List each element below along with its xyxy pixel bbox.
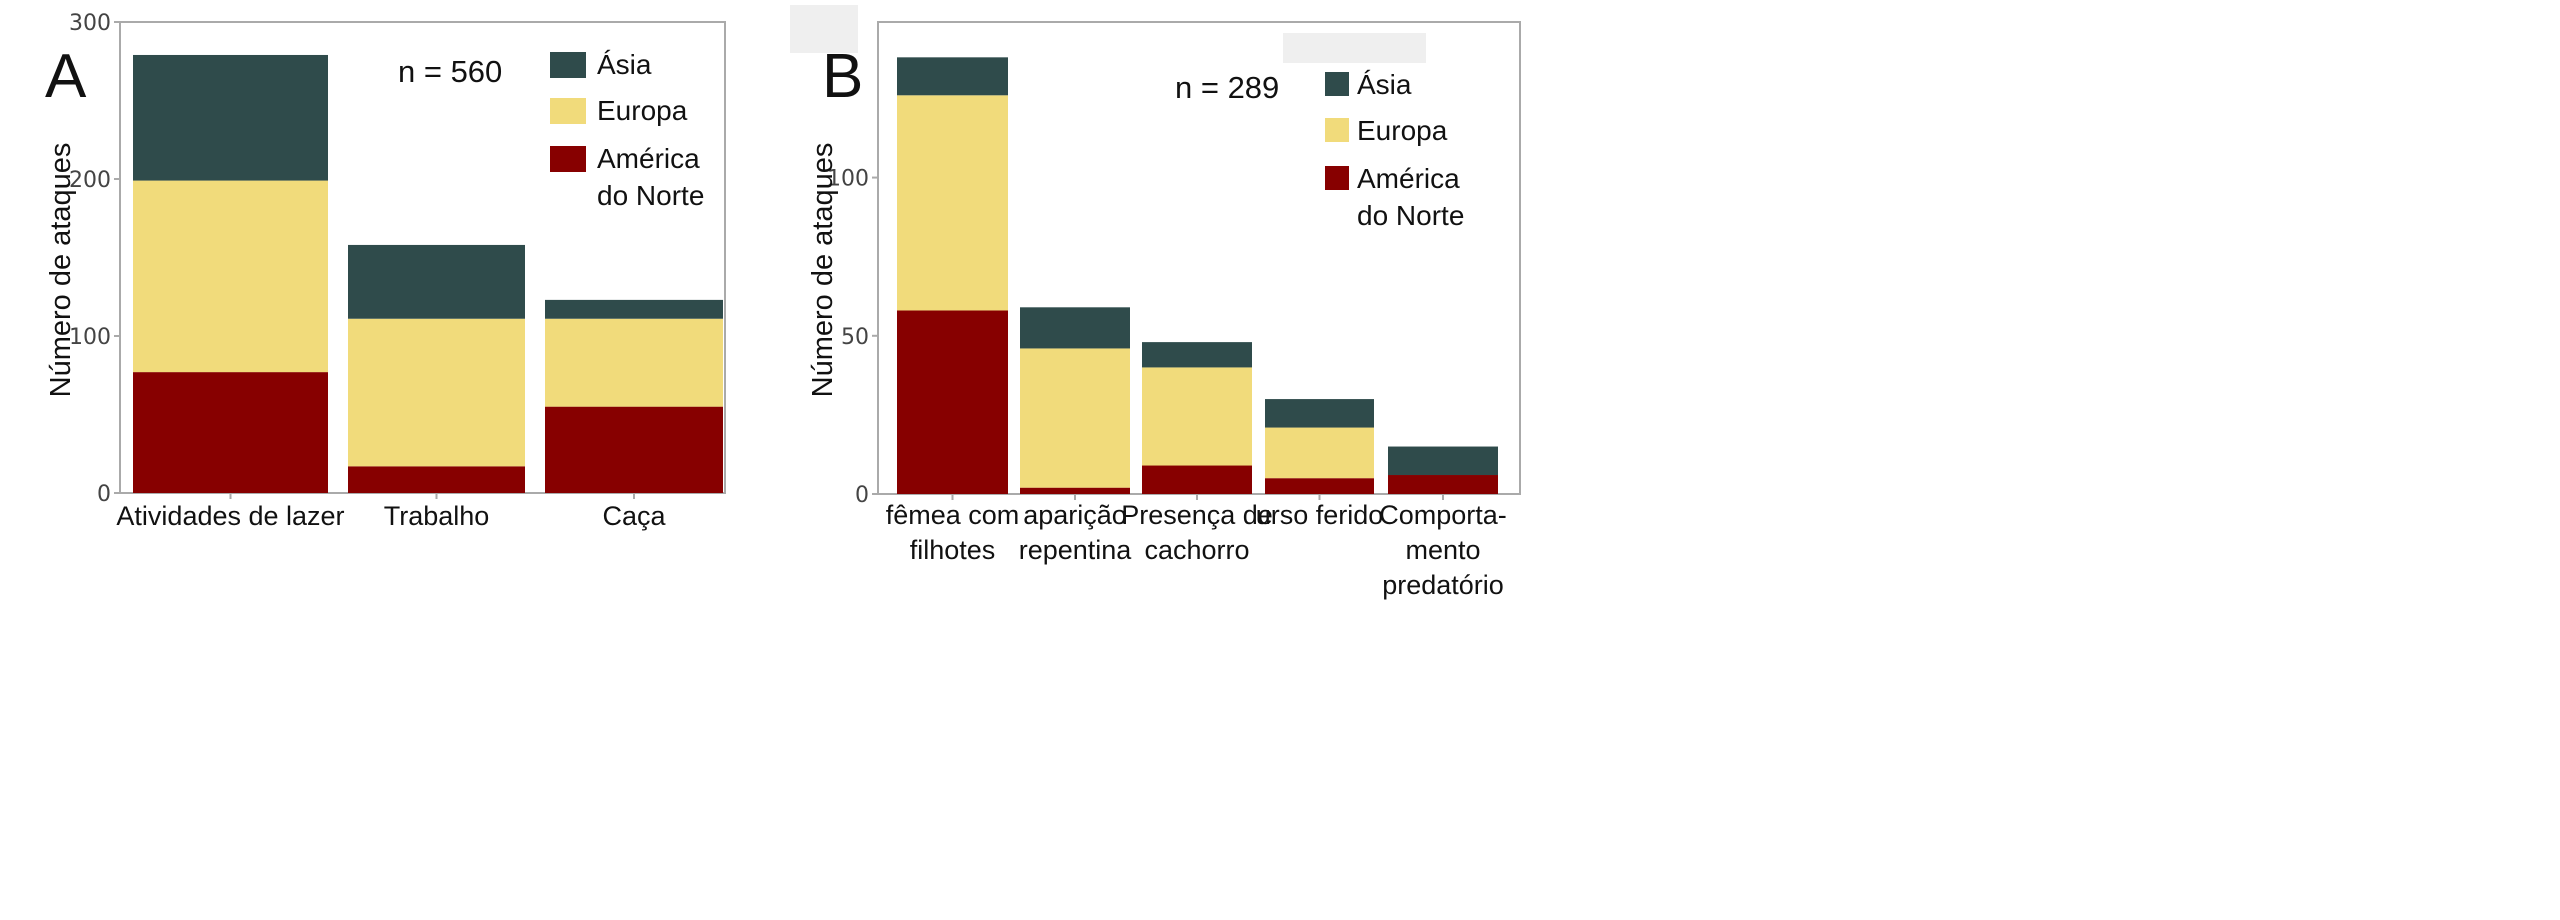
legend-swatch — [550, 146, 586, 172]
category-label: predatório — [1382, 570, 1504, 600]
legend-label: do Norte — [597, 180, 704, 211]
legend-label: do Norte — [1357, 200, 1464, 231]
category-label: Atividades de lazer — [116, 501, 344, 531]
bar-asia — [1388, 446, 1498, 476]
legend-swatch — [550, 52, 586, 78]
bar-america-do-norte — [133, 372, 328, 493]
bar-asia — [1020, 307, 1130, 349]
sample-size-annotation: n = 560 — [398, 54, 502, 89]
category-label: fêmea com — [886, 500, 1020, 530]
legend-label: Ásia — [1357, 69, 1412, 100]
legend-swatch — [1325, 166, 1349, 190]
bar-america-do-norte — [1142, 465, 1252, 494]
bar-europa — [545, 318, 723, 407]
legend-swatch — [1325, 72, 1349, 96]
legend-label: Europa — [597, 95, 688, 126]
bar-europa — [897, 95, 1008, 311]
bar-europa — [348, 318, 525, 467]
legend-swatch — [1325, 118, 1349, 142]
panel-label: B — [822, 42, 863, 111]
category-label: repentina — [1019, 535, 1133, 565]
placeholder-box — [790, 5, 858, 53]
category-label: Presença de — [1121, 500, 1273, 530]
category-label: urso ferido — [1256, 500, 1384, 530]
bar-asia — [133, 54, 328, 181]
y-tick-label: 0 — [855, 483, 869, 508]
category-label: Trabalho — [384, 501, 490, 531]
bar-america-do-norte — [1020, 487, 1130, 494]
y-tick-label: 100 — [69, 325, 111, 350]
y-tick-label: 200 — [69, 168, 111, 193]
legend-label: Ásia — [597, 49, 652, 80]
y-axis-label: Número de ataques — [45, 143, 77, 398]
legend-label: América — [597, 143, 700, 174]
y-tick-label: 50 — [841, 325, 869, 350]
bar-europa — [1142, 367, 1252, 466]
category-label: aparição — [1023, 500, 1127, 530]
bar-europa — [1020, 348, 1130, 488]
category-label: filhotes — [910, 535, 996, 565]
category-label: Comporta- — [1379, 500, 1507, 530]
sample-size-annotation: n = 289 — [1175, 70, 1279, 105]
bar-america-do-norte — [1265, 478, 1374, 494]
y-axis-label: Número de ataques — [807, 143, 839, 398]
bar-asia — [348, 244, 525, 319]
category-label: mento — [1405, 535, 1480, 565]
legend-label: América — [1357, 163, 1460, 194]
bar-asia — [897, 57, 1008, 96]
legend-label: Europa — [1357, 115, 1448, 146]
y-tick-label: 300 — [69, 11, 111, 36]
bar-asia — [1142, 342, 1252, 368]
bar-asia — [545, 299, 723, 319]
bar-america-do-norte — [1388, 475, 1498, 494]
bar-asia — [1265, 399, 1374, 428]
bar-america-do-norte — [348, 466, 525, 493]
placeholder-box — [1283, 33, 1426, 63]
category-label: Caça — [602, 501, 666, 531]
panel-label: A — [45, 42, 87, 111]
bar-europa — [1265, 427, 1374, 479]
legend-swatch — [550, 98, 586, 124]
y-tick-label: 0 — [97, 482, 111, 507]
bar-america-do-norte — [545, 406, 723, 493]
y-tick-label: 100 — [827, 167, 869, 192]
bar-europa — [133, 180, 328, 373]
bar-america-do-norte — [897, 310, 1008, 494]
category-label: cachorro — [1144, 535, 1249, 565]
